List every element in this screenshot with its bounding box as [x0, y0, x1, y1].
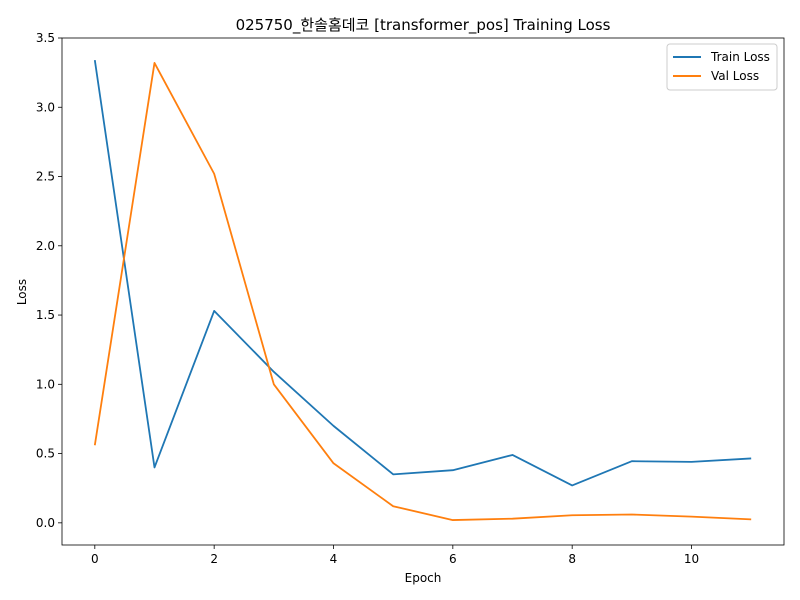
legend-label-train-loss: Train Loss	[710, 50, 770, 64]
y-tick-label: 0.5	[36, 447, 55, 461]
y-ticks: 0.0 0.5 1.0 1.5 2.0 2.5 3.0 3.5	[36, 31, 62, 530]
x-tick-label: 6	[449, 552, 457, 566]
x-tick-label: 2	[210, 552, 218, 566]
y-tick-label: 0.0	[36, 516, 55, 530]
plot-area	[61, 37, 785, 546]
y-tick-label: 3.5	[36, 31, 55, 45]
series-lines	[93, 60, 752, 521]
x-tick-label: 10	[684, 552, 699, 566]
legend-label-val-loss: Val Loss	[711, 69, 759, 83]
y-tick-label: 3.0	[36, 100, 55, 114]
x-tick-label: 4	[330, 552, 338, 566]
legend-box	[666, 43, 778, 91]
legend: Train Loss Val Loss	[666, 43, 778, 91]
y-axis-label: Loss	[15, 279, 29, 305]
x-ticks: 0 2 4 6 8 10	[91, 545, 699, 566]
x-tick-label: 8	[568, 552, 576, 566]
y-tick-label: 1.0	[36, 377, 55, 391]
y-tick-label: 2.0	[36, 239, 55, 253]
series-line-val-loss	[93, 62, 752, 521]
series-line-train-loss	[93, 60, 752, 487]
y-tick-label: 2.5	[36, 170, 55, 184]
chart-title: 025750_한솔홈데코 [transformer_pos] Training …	[236, 16, 611, 35]
y-tick-label: 1.5	[36, 308, 55, 322]
x-axis-label: Epoch	[405, 571, 442, 585]
x-tick-label: 0	[91, 552, 99, 566]
